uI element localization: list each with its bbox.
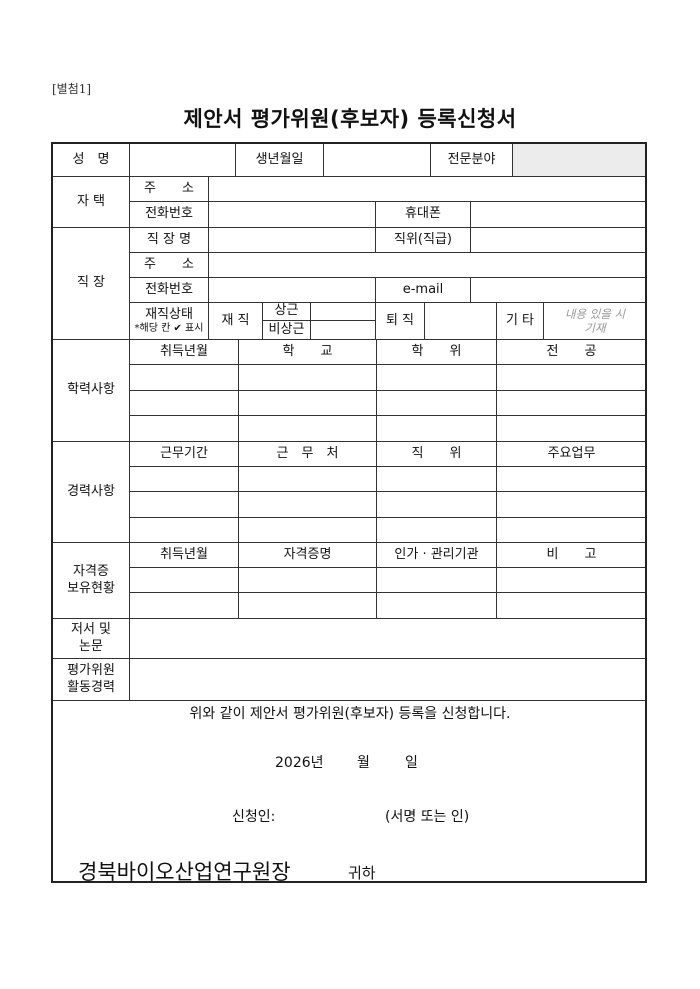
education-cell[interactable]: [496, 390, 647, 416]
company-input[interactable]: [208, 227, 376, 253]
career-label: 경력사항: [52, 441, 130, 543]
education-cell[interactable]: [376, 364, 497, 391]
career-header: 근 무 처: [238, 441, 377, 467]
certificates-header: 인가 · 관리기관: [376, 542, 497, 568]
activity-input[interactable]: [129, 658, 647, 701]
fulltime-check[interactable]: [310, 302, 376, 321]
status-label-cell[interactable]: 재직상태 *해당 칸 ✔ 표시: [129, 302, 209, 340]
education-cell[interactable]: [376, 415, 497, 442]
email-label: e-mail: [375, 277, 471, 303]
mobile-label: 휴대폰: [375, 201, 471, 228]
certificates-header: 비 고: [496, 542, 647, 568]
education-cell[interactable]: [496, 364, 647, 391]
birth-label: 생년월일: [235, 143, 324, 177]
fulltime-label: 상근: [262, 302, 311, 321]
activity-label: 평가위원 활동경력: [52, 658, 130, 701]
applicant-label: 신청인:: [232, 809, 276, 825]
work-phone-label: 전화번호: [129, 277, 209, 303]
position-label: 직위(직급): [375, 227, 471, 253]
parttime-label: 비상근: [262, 320, 311, 340]
date-day: 일: [405, 755, 418, 771]
name-label: 성 명: [52, 143, 130, 177]
certificates-cell[interactable]: [129, 567, 239, 593]
education-cell[interactable]: [496, 415, 647, 442]
certificates-header: 취득년월: [129, 542, 239, 568]
retired-check[interactable]: [424, 302, 497, 340]
education-cell[interactable]: [129, 364, 239, 391]
certificates-cell[interactable]: [496, 592, 647, 619]
education-header: 전 공: [496, 339, 647, 365]
status-hint: *해당 칸 ✔ 표시: [134, 322, 204, 334]
home-label: 자 택: [52, 176, 130, 228]
education-cell[interactable]: [129, 390, 239, 416]
employed-label: 재 직: [208, 302, 263, 340]
career-cell[interactable]: [129, 491, 239, 518]
home-phone-label: 전화번호: [129, 201, 209, 228]
career-cell[interactable]: [376, 491, 497, 518]
education-cell[interactable]: [238, 364, 377, 391]
home-address-input[interactable]: [208, 176, 647, 202]
email-input[interactable]: [470, 277, 647, 303]
career-header: 근무기간: [129, 441, 239, 467]
field-input[interactable]: [512, 143, 647, 177]
education-header: 학 교: [238, 339, 377, 365]
other-note: 내용 있을 시 기재: [543, 302, 647, 340]
work-address-label: 주 소: [129, 252, 209, 278]
attachment-label: [별첨1]: [52, 82, 92, 96]
company-label: 직 장 명: [129, 227, 209, 253]
recipient-honorific: 귀하: [348, 864, 376, 882]
publications-input[interactable]: [129, 618, 647, 659]
parttime-check[interactable]: [310, 320, 376, 340]
work-address-input[interactable]: [208, 252, 647, 278]
certificates-label: 자격증 보유현황: [52, 542, 130, 619]
career-cell[interactable]: [496, 517, 647, 543]
career-cell[interactable]: [238, 517, 377, 543]
other-label: 기 타: [496, 302, 544, 340]
certificates-header: 자격증명: [238, 542, 377, 568]
education-cell[interactable]: [129, 415, 239, 442]
career-cell[interactable]: [376, 466, 497, 492]
certificates-cell[interactable]: [238, 567, 377, 593]
education-header: 학 위: [376, 339, 497, 365]
publications-label: 저서 및 논문: [52, 618, 130, 659]
date-month: 월: [357, 755, 370, 771]
field-label: 전문분야: [430, 143, 513, 177]
education-cell[interactable]: [238, 415, 377, 442]
certificates-cell[interactable]: [496, 567, 647, 593]
certificates-cell[interactable]: [238, 592, 377, 619]
birth-input[interactable]: [323, 143, 431, 177]
status-label: 재직상태: [145, 306, 193, 322]
career-cell[interactable]: [496, 491, 647, 518]
certificates-cell[interactable]: [376, 592, 497, 619]
career-header: 주요업무: [496, 441, 647, 467]
certificates-cell[interactable]: [376, 567, 497, 593]
career-cell[interactable]: [376, 517, 497, 543]
recipient: 경북바이오산업연구원장: [78, 860, 291, 884]
page-title: 제안서 평가위원(후보자) 등록신청서: [183, 107, 517, 131]
education-cell[interactable]: [376, 390, 497, 416]
date-year: 2026년: [275, 755, 324, 771]
signature-label: (서명 또는 인): [385, 809, 470, 825]
name-input[interactable]: [129, 143, 236, 177]
position-input[interactable]: [470, 227, 647, 253]
work-phone-input[interactable]: [208, 277, 376, 303]
career-cell[interactable]: [496, 466, 647, 492]
education-header: 취득년월: [129, 339, 239, 365]
career-cell[interactable]: [129, 466, 239, 492]
home-address-label: 주 소: [129, 176, 209, 202]
mobile-input[interactable]: [470, 201, 647, 228]
retired-label: 퇴 직: [375, 302, 425, 340]
career-cell[interactable]: [129, 517, 239, 543]
declaration-statement: 위와 같이 제안서 평가위원(후보자) 등록을 신청합니다.: [189, 706, 511, 722]
work-label: 직 장: [52, 227, 130, 340]
education-label: 학력사항: [52, 339, 130, 442]
certificates-cell[interactable]: [129, 592, 239, 619]
education-cell[interactable]: [238, 390, 377, 416]
career-cell[interactable]: [238, 466, 377, 492]
career-header: 직 위: [376, 441, 497, 467]
career-cell[interactable]: [238, 491, 377, 518]
home-phone-input[interactable]: [208, 201, 376, 228]
